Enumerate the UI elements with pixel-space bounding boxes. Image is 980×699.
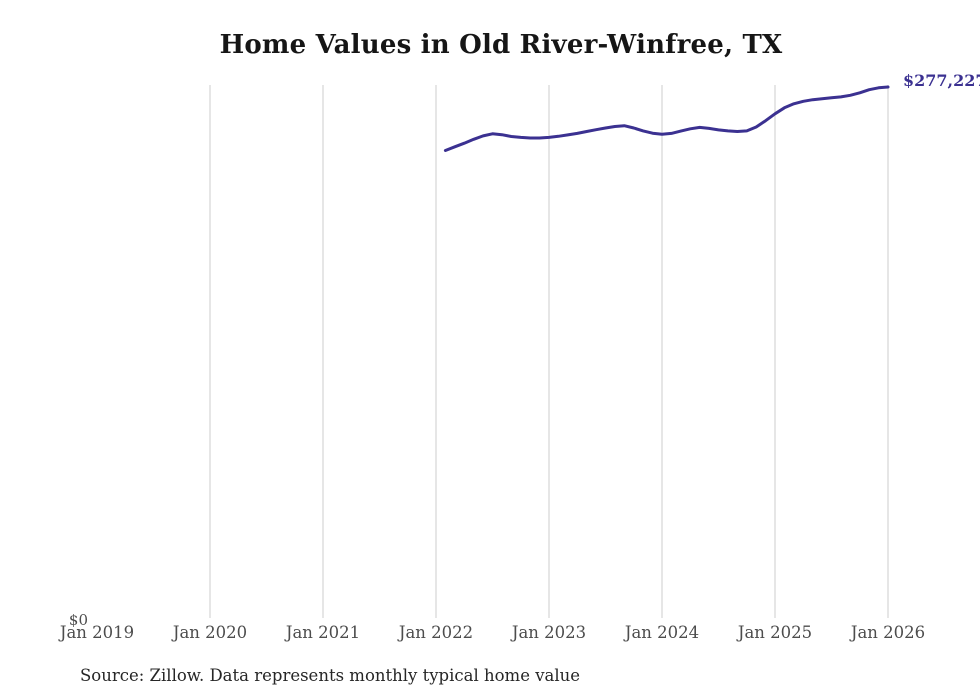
end-value-label: $277,227 (903, 71, 980, 90)
x-tick-label: Jan 2020 (172, 623, 248, 642)
x-tick-label: Jan 2021 (285, 623, 361, 642)
x-tick-label: Jan 2025 (737, 623, 813, 642)
x-tick-label: Jan 2026 (850, 623, 926, 642)
x-tick-label: Jan 2024 (624, 623, 700, 642)
x-tick-label: Jan 2022 (398, 623, 474, 642)
y-axis-zero-label: $0 (68, 611, 88, 629)
chart-title: Home Values in Old River-Winfree, TX (219, 30, 783, 60)
home-value-line (443, 85, 890, 152)
x-tick-label: Jan 2023 (511, 623, 587, 642)
source-note: Source: Zillow. Data represents monthly … (80, 666, 581, 685)
x-tick-label: Jan 2019 (59, 623, 135, 642)
